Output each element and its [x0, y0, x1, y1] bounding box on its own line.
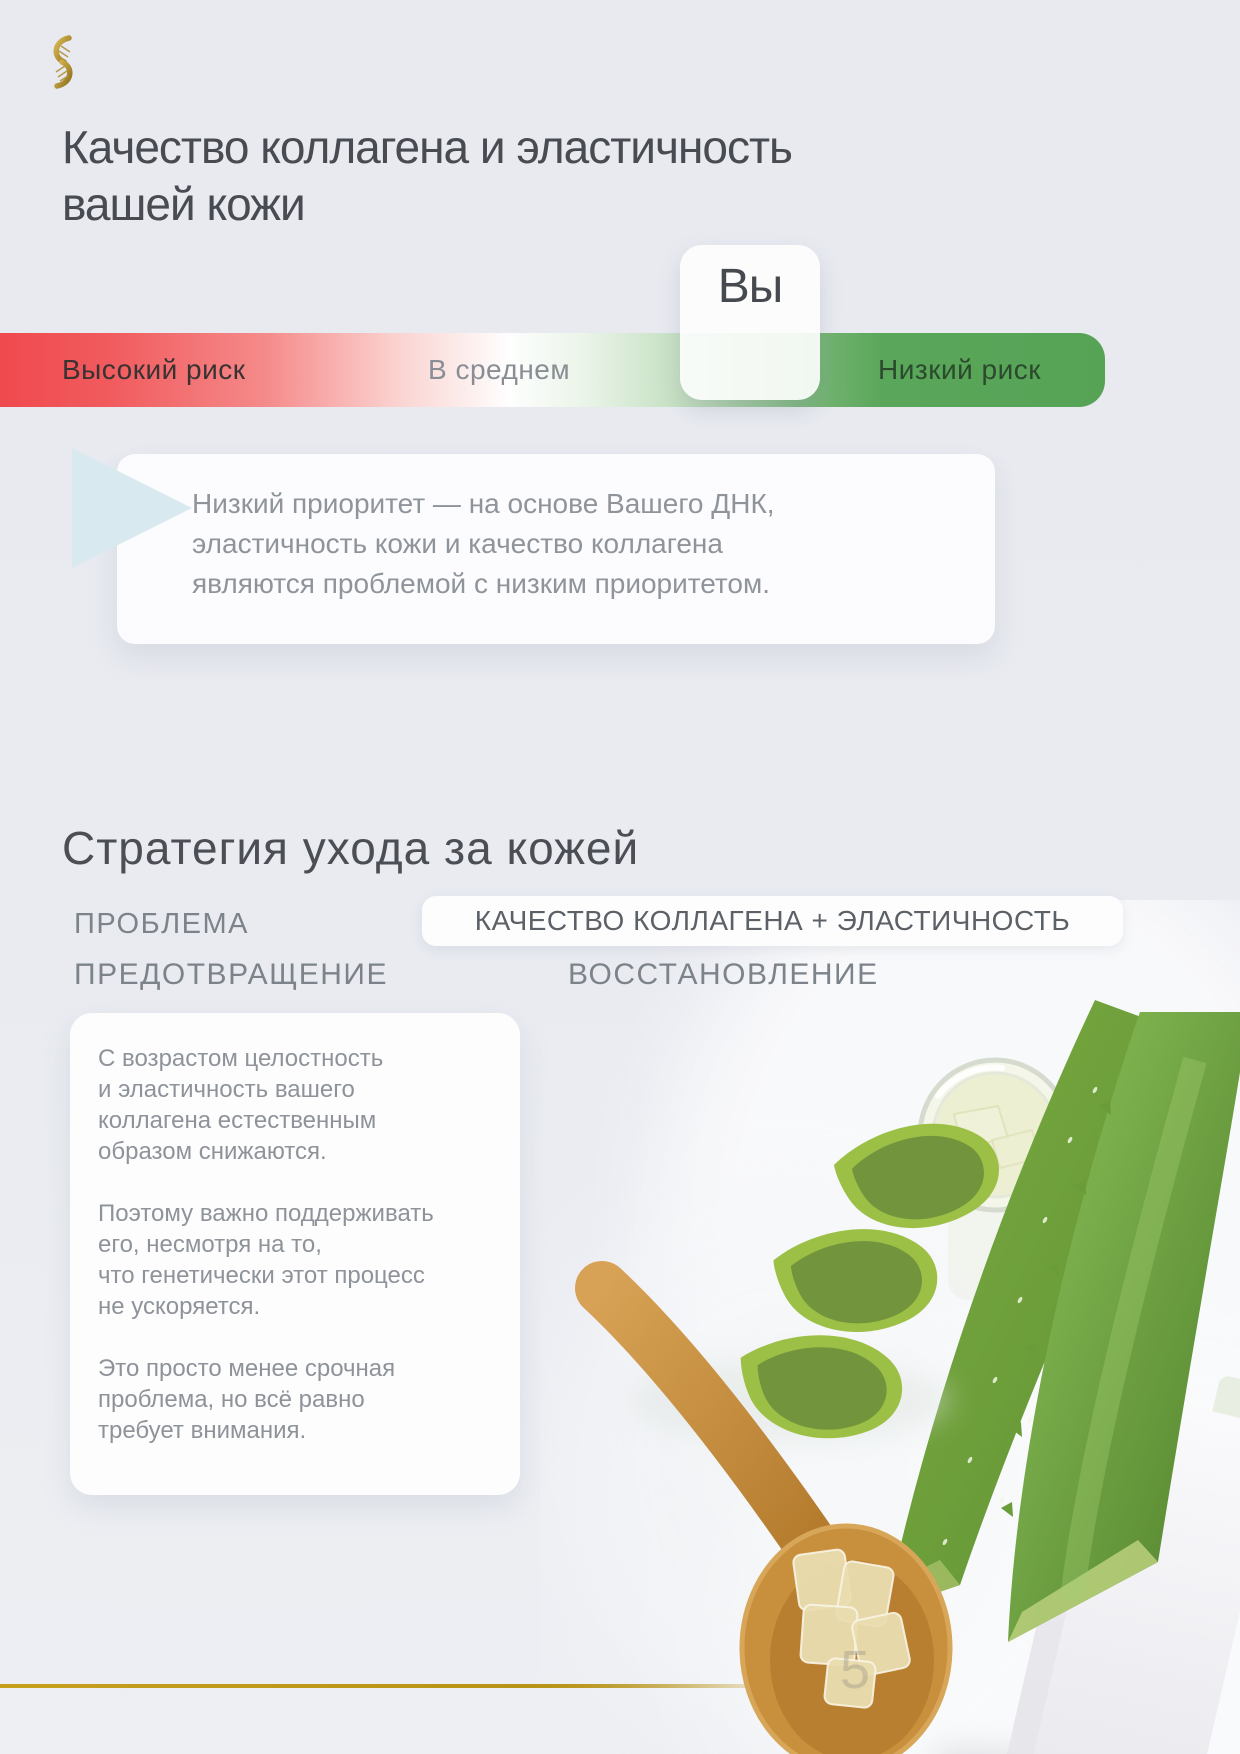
- photo-watermark: 5: [840, 1640, 870, 1700]
- summary-text: Низкий приоритет — на основе Вашего ДНК,…: [192, 488, 775, 599]
- gel-cubes: [792, 1548, 911, 1709]
- restoration-label: ВОССТАНОВЛЕНИЕ: [568, 958, 879, 991]
- info-paragraph-1: С возрастом целостность и эластичность в…: [98, 1045, 384, 1165]
- risk-marker-label: Вы: [717, 260, 784, 313]
- info-card: С возрастом целостность и эластичность в…: [70, 1013, 520, 1495]
- risk-label-medium: В среднем: [428, 354, 571, 385]
- gold-accent-line: [0, 1684, 752, 1688]
- dna-logo-icon: [53, 35, 73, 89]
- aloe-leaf-smooth: [1001, 1012, 1240, 1642]
- page-title: Качество коллагена и эластичность вашей …: [62, 120, 793, 230]
- problem-label: ПРОБЛЕМА: [74, 908, 250, 940]
- aloe-photo: 5: [550, 900, 1240, 1754]
- section-title: Стратегия ухода за кожей: [62, 822, 640, 875]
- summary-card: Низкий приоритет — на основе Вашего ДНК,…: [117, 454, 995, 644]
- info-paragraph-2: Поэтому важно поддерживать его, несмотря…: [98, 1200, 434, 1320]
- wooden-spoon: 5: [575, 1261, 953, 1754]
- prevention-label: ПРЕДОТВРАЩЕНИЕ: [74, 958, 388, 991]
- risk-marker-you: Вы: [680, 245, 820, 400]
- risk-gradient-bar: Высокий риск В среднем Низкий риск: [0, 333, 1105, 407]
- problem-value-badge: КАЧЕСТВО КОЛЛАГЕНА + ЭЛАСТИЧНОСТЬ: [422, 896, 1123, 946]
- risk-label-low: Низкий риск: [878, 354, 1041, 385]
- risk-label-high: Высокий риск: [62, 354, 246, 385]
- info-paragraph-3: Это просто менее срочная проблема, но вс…: [98, 1355, 396, 1444]
